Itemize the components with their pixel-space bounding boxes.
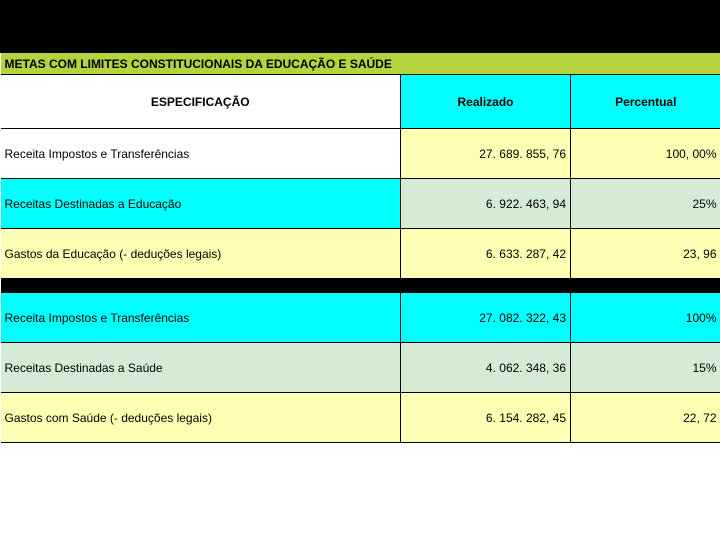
header-percentual: Percentual: [571, 75, 720, 129]
table-row: Gastos da Educação (- deduções legais) 6…: [1, 229, 720, 279]
row-percentual: 23, 96: [571, 229, 720, 279]
row-percentual: 100, 00%: [571, 129, 720, 179]
row-realizado: 6. 922. 463, 94: [401, 179, 571, 229]
table-row: Receita Impostos e Transferências 27. 08…: [1, 293, 720, 343]
title-cell: METAS COM LIMITES CONSTITUCIONAIS DA EDU…: [1, 53, 720, 75]
table-row: Receita Impostos e Transferências 27. 68…: [1, 129, 720, 179]
row-label: Gastos com Saúde (- deduções legais): [1, 393, 401, 443]
row-percentual: 25%: [571, 179, 720, 229]
top-black-band: [1, 1, 720, 53]
row-percentual: 15%: [571, 343, 720, 393]
row-label: Receita Impostos e Transferências: [1, 129, 401, 179]
table-row: Receitas Destinadas a Saúde 4. 062. 348,…: [1, 343, 720, 393]
row-realizado: 27. 082. 322, 43: [401, 293, 571, 343]
table-row: Gastos com Saúde (- deduções legais) 6. …: [1, 393, 720, 443]
table-row: Receitas Destinadas a Educação 6. 922. 4…: [1, 179, 720, 229]
title-row: METAS COM LIMITES CONSTITUCIONAIS DA EDU…: [1, 53, 720, 75]
row-percentual: 22, 72: [571, 393, 720, 443]
row-realizado: 6. 154. 282, 45: [401, 393, 571, 443]
row-realizado: 4. 062. 348, 36: [401, 343, 571, 393]
row-realizado: 6. 633. 287, 42: [401, 229, 571, 279]
separator-row: [1, 279, 720, 293]
row-label: Receita Impostos e Transferências: [1, 293, 401, 343]
row-label: Receitas Destinadas a Educação: [1, 179, 401, 229]
header-row: ESPECIFICAÇÃO Realizado Percentual: [1, 75, 720, 129]
header-realizado: Realizado: [401, 75, 571, 129]
row-label: Receitas Destinadas a Saúde: [1, 343, 401, 393]
row-label: Gastos da Educação (- deduções legais): [1, 229, 401, 279]
row-percentual: 100%: [571, 293, 720, 343]
row-realizado: 27. 689. 855, 76: [401, 129, 571, 179]
header-especificacao: ESPECIFICAÇÃO: [1, 75, 401, 129]
budget-table: METAS COM LIMITES CONSTITUCIONAIS DA EDU…: [0, 0, 720, 443]
